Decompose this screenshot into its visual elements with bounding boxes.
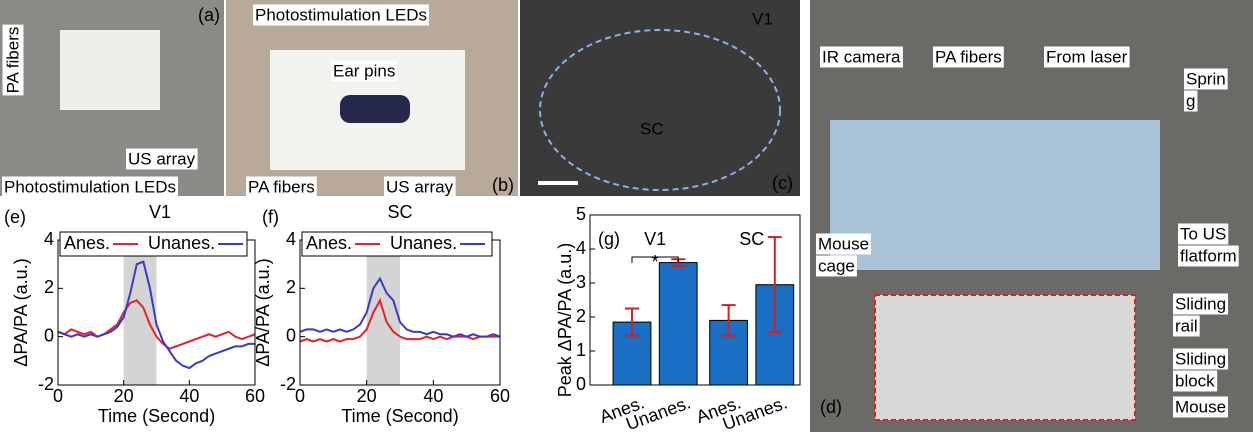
y-tick-label: 4 xyxy=(44,229,54,249)
x-tick-label: 20 xyxy=(114,386,134,406)
y-tick-label: 0 xyxy=(576,374,586,394)
x-tick-label: 0 xyxy=(53,386,63,406)
annotation: Sliding xyxy=(1175,294,1226,313)
y-tick-label: 3 xyxy=(576,272,586,292)
annotation: block xyxy=(1175,371,1215,390)
annotation: From laser xyxy=(1046,47,1128,66)
x-tick-label: 40 xyxy=(423,386,443,406)
x-tick-label: 0 xyxy=(295,386,305,406)
annotation: Photostimulation LEDs xyxy=(4,177,176,196)
y-tick-label: 2 xyxy=(576,306,586,326)
annotation: Mouse xyxy=(1175,397,1226,416)
mouse-cage xyxy=(875,295,1135,420)
y-axis-label: Peak ΔPA/PA (a.u.) xyxy=(555,243,575,397)
y-axis-label: ΔPA/PA (a.u.) xyxy=(11,258,31,366)
legend-label: Unanes. xyxy=(390,233,457,253)
panel-label: (d) xyxy=(820,397,842,417)
panel-label: (e) xyxy=(4,207,26,227)
annotation: Photostimulation LEDs xyxy=(255,5,427,24)
y-tick-label: 0 xyxy=(44,325,54,345)
annotation: PA fibers xyxy=(3,27,22,94)
annotation: Ear pins xyxy=(333,61,395,80)
annotation: g xyxy=(1186,91,1195,110)
panel-label: (c) xyxy=(772,173,793,193)
legend-label: Anes. xyxy=(306,233,352,253)
annotation: PA fibers xyxy=(935,47,1002,66)
panel-label: (f) xyxy=(262,207,279,227)
annotation: flatform xyxy=(1180,246,1237,265)
y-axis-label: ΔPA/PA (a.u.) xyxy=(253,258,273,366)
y-tick-label: 2 xyxy=(286,277,296,297)
legend-label: Anes. xyxy=(64,233,110,253)
y-tick-label: 0 xyxy=(286,325,296,345)
annotation: * xyxy=(652,252,659,272)
figure: (a) PA fibers US array Photostimulation LED… xyxy=(0,0,1253,432)
x-tick-label: 40 xyxy=(179,386,199,406)
y-tick-label: -2 xyxy=(280,374,296,394)
annotation: V1 xyxy=(752,9,773,28)
annotation: Sprin xyxy=(1186,69,1226,88)
annotation: rail xyxy=(1175,316,1198,335)
y-tick-label: -2 xyxy=(38,374,54,394)
headstage xyxy=(60,30,160,110)
drape xyxy=(830,120,1160,270)
annotation: Mouse xyxy=(818,234,869,253)
x-tick-label: 20 xyxy=(357,386,377,406)
panel-label: (a) xyxy=(198,5,220,25)
annotation: Sliding xyxy=(1175,349,1226,368)
array xyxy=(340,95,410,123)
y-tick-label: 4 xyxy=(576,238,586,258)
annotation: To US xyxy=(1180,224,1226,243)
x-tick-label: 60 xyxy=(490,386,510,406)
bar xyxy=(659,263,697,385)
x-axis-label: Time (Second) xyxy=(341,406,458,426)
annotation: PA fibers xyxy=(248,177,315,196)
annotation: US array xyxy=(386,177,454,196)
annotation: US array xyxy=(128,149,196,168)
x-tick-label: 60 xyxy=(245,386,265,406)
panel-label: (g) xyxy=(598,229,620,249)
group-label: SC xyxy=(739,229,764,249)
annotation: SC xyxy=(640,119,664,138)
x-axis-label: Time (Second) xyxy=(98,406,215,426)
highlight xyxy=(124,240,157,385)
y-tick-label: 2 xyxy=(44,277,54,297)
y-tick-label: 5 xyxy=(576,204,586,224)
y-tick-label: 4 xyxy=(286,229,296,249)
chart-title: SC xyxy=(387,202,412,222)
annotation: IR camera xyxy=(822,47,901,66)
panel-label: (b) xyxy=(492,175,514,195)
annotation: cage xyxy=(818,256,855,275)
chart-title: V1 xyxy=(149,202,171,222)
y-tick-label: 1 xyxy=(576,340,586,360)
group-label: V1 xyxy=(644,229,666,249)
legend-label: Unanes. xyxy=(148,233,215,253)
